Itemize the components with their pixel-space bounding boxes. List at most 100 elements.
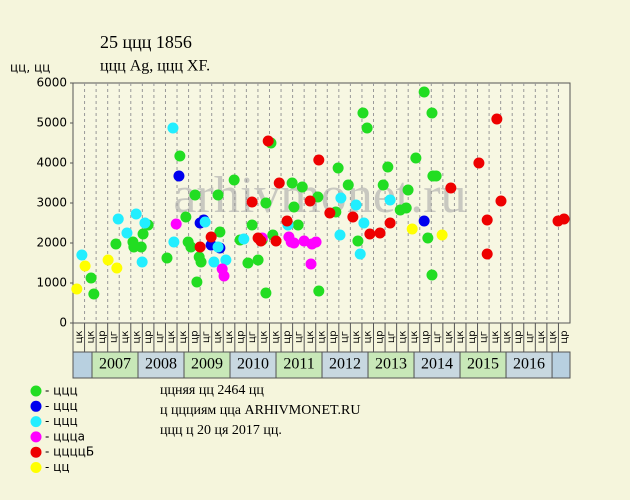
point [71,283,83,295]
legend-marker [30,416,42,428]
quarter-label: цг [201,331,212,343]
point [173,170,185,182]
point [384,194,396,206]
legend-marker [30,431,42,443]
point [377,179,389,191]
point [214,226,226,238]
chart-title: 25 ццц 1856 [100,32,192,52]
point [137,228,149,240]
year-label: 2012 [329,356,361,373]
quarter-label: цр [189,330,200,343]
point [473,157,485,169]
quarter-label: цк [120,331,131,344]
year-label: 2008 [145,356,177,373]
quarter-label: цр [421,330,432,343]
quarter-label: цк [270,331,281,344]
point [357,107,369,119]
point [110,238,122,250]
point [481,248,493,260]
legend-label: - ццца [45,429,85,443]
point [130,208,142,220]
legend-label: - ццц [45,384,78,398]
point [495,195,507,207]
point [218,270,230,282]
year-label: 2013 [375,356,407,373]
point [288,237,300,249]
point [286,177,298,189]
quarter-label: цг [478,331,489,343]
point [238,233,250,245]
point [260,197,272,209]
point [342,179,354,191]
point [354,248,366,260]
year-cell [137,351,185,379]
point [228,174,240,186]
quarter-label: цк [444,331,455,344]
quarter-label: цр [282,330,293,343]
point [111,262,123,274]
point [313,154,325,166]
quarter-label: цк [397,331,408,344]
point [185,241,197,253]
quarter-label: цг [108,331,119,343]
point [304,195,316,207]
y-tick-label: 3000 [36,196,67,210]
year-label: 2011 [283,356,314,373]
point [199,216,211,228]
quarter-label: цк [259,331,270,344]
quarter-label: цк [166,331,177,344]
point [430,170,442,182]
quarter-label: цк [178,331,189,344]
year-cell [275,351,323,379]
point [418,86,430,98]
quarter-label: цк [548,331,559,344]
quarter-label: цк [317,331,328,344]
point [332,162,344,174]
quarter-label: цг [340,331,351,343]
point [174,150,186,162]
quarter-label: цк [351,331,362,344]
point [139,217,151,229]
note: ццц ц 20 ця 2017 цц. [160,423,282,438]
legend-marker [30,400,42,412]
point [246,219,258,231]
quarter-label: цк [85,331,96,344]
year-cell [183,351,231,379]
point [79,260,91,272]
point [189,189,201,201]
point [168,236,180,248]
point [212,241,224,253]
point [135,241,147,253]
point [191,276,203,288]
point [361,122,373,134]
year-cell [91,351,139,379]
y-tick-label: 1000 [36,276,67,290]
y-tick-label: 4000 [36,156,67,170]
quarter-label: цр [374,330,385,343]
y-tick-label: 6000 [36,76,67,90]
point [350,199,362,211]
point [426,107,438,119]
point [313,285,325,297]
point [296,181,308,193]
year-label: 2016 [513,356,545,373]
y-tick-label: 2000 [36,236,67,250]
point [288,201,300,213]
point [310,236,322,248]
point [102,254,114,266]
y-tick-label: 0 [59,316,67,330]
point [422,232,434,244]
point [255,235,267,247]
point [426,269,438,281]
quarter-label: цг [386,331,397,343]
point [194,241,206,253]
point [76,249,88,261]
quarter-label: цк [224,331,235,344]
year-label: 2015 [467,356,499,373]
point [220,254,232,266]
point [481,214,493,226]
point [88,288,100,300]
year-cell [229,351,277,379]
quarter-label: цк [501,331,512,344]
point [491,113,503,125]
